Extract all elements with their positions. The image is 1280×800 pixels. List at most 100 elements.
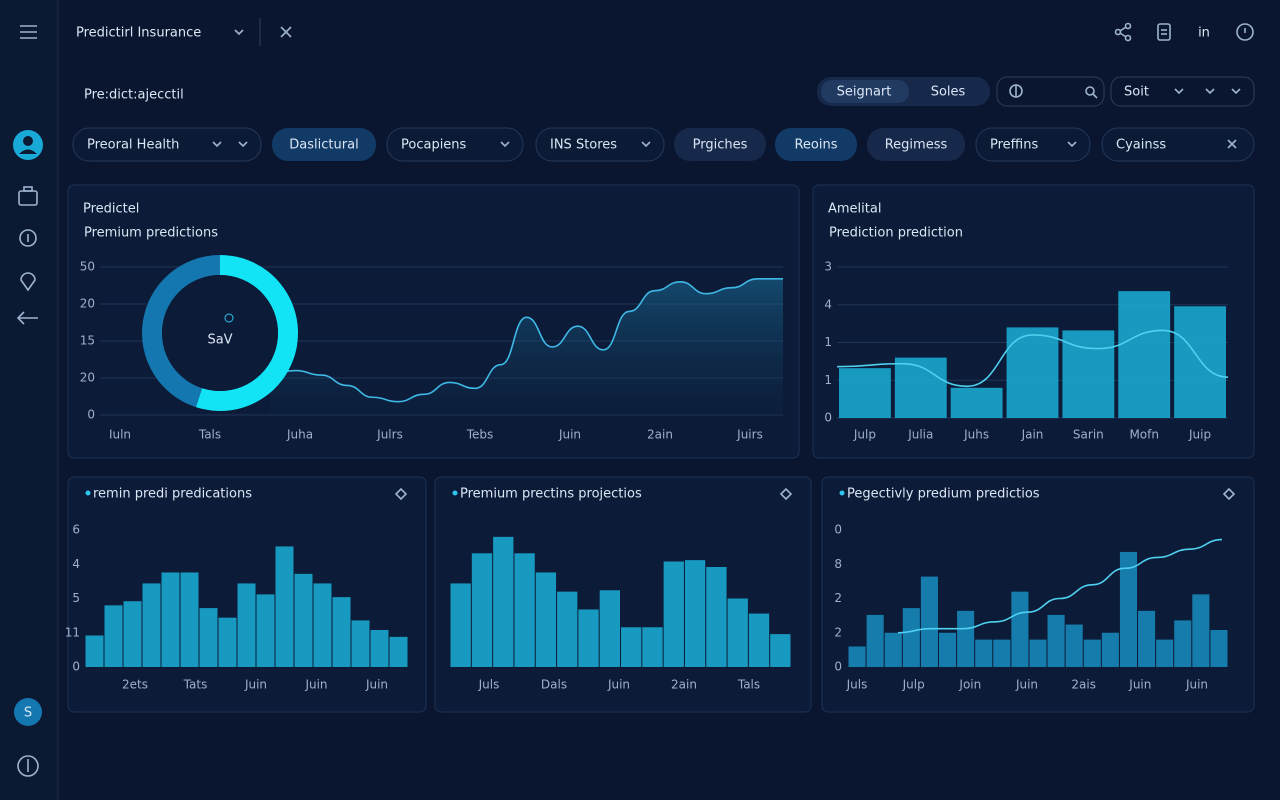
filter-chip[interactable] — [674, 128, 766, 161]
bar — [1065, 624, 1083, 667]
bar — [950, 387, 1003, 418]
filter-label[interactable]: Pocapiens — [401, 138, 467, 153]
y-axis-label: 20 — [80, 371, 95, 385]
y-axis-label: 2 — [834, 625, 842, 639]
bar — [727, 598, 748, 667]
x-axis-label: Julp — [902, 678, 925, 692]
share-icon[interactable] — [1114, 22, 1132, 42]
filter-chip[interactable] — [386, 127, 524, 162]
filter-label[interactable]: INS Stores — [550, 138, 617, 153]
segment-label[interactable]: Seignart — [837, 85, 892, 100]
bar — [104, 605, 123, 667]
x-axis-label: Tals — [737, 678, 760, 692]
bar — [294, 573, 313, 667]
filter-chip[interactable] — [72, 127, 262, 162]
segment-label[interactable]: Soles — [931, 85, 966, 100]
x-axis-label: Tals — [198, 428, 221, 442]
y-axis-label: 50 — [80, 260, 95, 274]
expand-icon[interactable] — [1222, 487, 1236, 501]
x-axis-label: Juin — [1015, 678, 1038, 692]
bar — [332, 597, 351, 667]
filter-label[interactable]: Daslictural — [289, 138, 358, 153]
expand-icon[interactable] — [779, 487, 793, 501]
x-axis-label: Juin — [365, 678, 388, 692]
filter-chip[interactable] — [867, 128, 965, 161]
filter-label[interactable]: Cyainss — [1116, 138, 1166, 153]
bar — [1174, 306, 1226, 418]
sort-label[interactable]: Soit — [1124, 85, 1149, 100]
bar — [866, 614, 884, 667]
bar — [1156, 639, 1174, 667]
bar — [621, 627, 642, 667]
bar — [535, 572, 557, 667]
filter-label[interactable]: Preoral Health — [87, 138, 179, 153]
donut-segment — [142, 255, 220, 408]
chevron — [212, 141, 222, 148]
filter-label[interactable]: Reoins — [794, 138, 837, 153]
title-dot — [839, 490, 845, 496]
donut-label: SaV — [207, 333, 232, 348]
x-axis-label: Juin — [304, 678, 327, 692]
location-icon[interactable] — [20, 272, 36, 292]
filter-chip[interactable] — [272, 128, 376, 161]
line — [269, 278, 783, 403]
bar — [237, 583, 256, 667]
y-axis-label: 1 — [824, 335, 832, 349]
bar — [85, 635, 104, 667]
bar — [557, 591, 578, 667]
bar — [1192, 594, 1210, 667]
bar — [884, 632, 902, 667]
power-icon[interactable] — [17, 755, 39, 777]
filter-chip[interactable] — [975, 127, 1091, 162]
filter-label[interactable]: Regimess — [885, 138, 948, 153]
badge-icon[interactable] — [14, 698, 42, 726]
y-axis-label: 1 — [824, 373, 832, 387]
bar — [902, 608, 920, 667]
search-box[interactable] — [996, 76, 1105, 107]
info-icon[interactable] — [19, 229, 37, 247]
bar — [199, 608, 218, 667]
sidebar — [0, 0, 58, 800]
bar — [256, 594, 275, 667]
title-dot — [452, 490, 458, 496]
bar — [1047, 614, 1065, 667]
linkedin-icon[interactable]: in — [1198, 26, 1210, 41]
clock-icon[interactable] — [1236, 23, 1254, 41]
segment-active[interactable] — [821, 80, 909, 103]
y-axis-label: 4 — [824, 297, 832, 311]
sort-box[interactable] — [1110, 76, 1255, 107]
bar — [1119, 551, 1138, 667]
app-name[interactable]: Predictirl Insurance — [76, 26, 201, 41]
briefcase-icon[interactable] — [18, 186, 38, 206]
bar — [180, 572, 199, 667]
panel-eyebrow: Predictel — [83, 202, 139, 217]
close-icon[interactable] — [280, 26, 292, 38]
filter-chip[interactable] — [535, 127, 665, 162]
filter-label[interactable]: Preffins — [990, 138, 1038, 153]
bar — [313, 583, 332, 667]
bar — [1083, 639, 1101, 667]
filter-chip[interactable] — [775, 128, 857, 161]
document-icon[interactable] — [1157, 23, 1171, 41]
filter-chip[interactable] — [1101, 127, 1255, 162]
bar — [142, 583, 161, 667]
donut-segment — [195, 255, 298, 411]
y-axis-label: 6 — [72, 523, 80, 537]
avatar-icon[interactable] — [13, 130, 43, 160]
chevron — [641, 141, 651, 148]
search-icon[interactable] — [1085, 86, 1098, 99]
filter-label[interactable]: Prgiches — [693, 138, 748, 153]
bar — [706, 566, 727, 667]
chip-close[interactable] — [1227, 139, 1237, 149]
x-axis-label: Join — [958, 678, 981, 692]
chevron — [1067, 141, 1077, 148]
sort-chevron — [1231, 88, 1241, 95]
back-icon[interactable] — [16, 311, 38, 325]
expand-icon[interactable] — [394, 487, 408, 501]
bar — [218, 617, 237, 667]
menu-icon[interactable] — [20, 25, 37, 39]
x-axis-label: Juin — [607, 678, 630, 692]
bar — [748, 613, 770, 667]
app-chevron[interactable] — [234, 29, 244, 36]
